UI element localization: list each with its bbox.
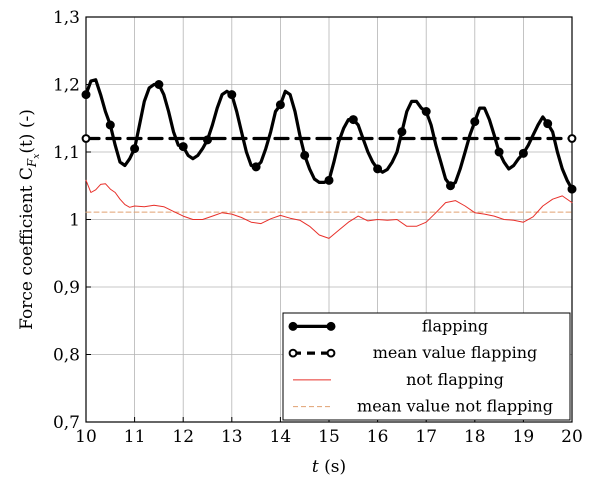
series-point-mean-value-flapping [567,134,577,143]
series-point-flapping [81,90,91,100]
legend-label-not-flapping: not flapping [406,370,504,389]
series-point-flapping [567,184,577,194]
y-tick-label: 1,3 [53,8,80,28]
series-point-flapping [178,142,188,152]
y-axis-label-tail: (t) (-) [17,109,37,154]
legend-label-mean-value-flapping: mean value flapping [373,343,537,362]
x-tick-label: 12 [172,427,194,447]
series-point-flapping [446,181,455,191]
series-point-flapping [105,120,115,130]
x-tick-label: 18 [464,427,486,447]
legend-marker-mean-value-flapping [288,348,298,358]
series-point-mean-value-flapping [81,134,91,143]
x-tick-label: 15 [318,427,340,447]
y-tick-label: 0,9 [53,278,80,298]
series-point-flapping [518,148,528,158]
series-point-flapping [543,119,553,129]
legend-marker-mean-value-flapping [326,348,336,358]
x-axis-label: t (s) [312,457,346,477]
series-point-flapping [275,100,285,110]
y-axis-label-sub: F [25,158,39,168]
legend-marker-flapping [288,321,298,331]
x-tick-label: 11 [124,427,146,447]
x-tick-label: 16 [367,427,389,447]
series-layer [81,78,577,239]
x-tick-label: 14 [270,427,292,447]
series-point-flapping [494,147,504,157]
x-axis-label-var: t [312,457,319,477]
series-line-not-flapping [85,179,573,239]
x-tick-label: 20 [561,427,583,447]
x-axis-label-unit: (s) [319,457,346,477]
series-point-flapping [154,80,164,89]
legend-marker-flapping [326,321,336,331]
legend: flapping mean value flapping not flapping m… [282,312,571,421]
series-point-flapping [130,144,140,154]
series-point-flapping [470,117,480,127]
y-axis-ticks: 0,7 0,8 0,9 1 1,1 1,2 1,3 [53,8,91,433]
y-axis-label: Force coefficient CFx(t) (-) [17,109,42,330]
series-point-flapping [421,107,431,116]
x-axis-ticks: 10 11 12 13 14 15 16 17 18 19 20 [75,417,583,447]
x-tick-label: 19 [513,427,535,447]
x-tick-label: 10 [75,427,97,447]
series-point-flapping [227,90,237,100]
x-tick-label: 13 [221,427,243,447]
series-point-flapping [251,162,261,172]
y-tick-label: 0,8 [53,346,80,366]
series-point-flapping [348,115,358,125]
y-axis-label-main: Force coefficient C [17,167,37,330]
y-axis-label-subsub: x [32,154,42,159]
series-point-flapping [300,150,310,160]
legend-label-flapping: flapping [422,316,488,335]
y-tick-label: 0,7 [53,413,80,433]
series-point-flapping [373,164,383,174]
series-point-flapping [397,127,407,137]
y-tick-label: 1,2 [53,76,80,96]
legend-label-mean-value-not-flapping: mean value not flapping [357,397,553,416]
y-tick-label: 1,1 [53,143,80,163]
y-tick-label: 1 [69,211,80,231]
x-tick-label: 17 [415,427,437,447]
series-point-flapping [324,175,334,185]
